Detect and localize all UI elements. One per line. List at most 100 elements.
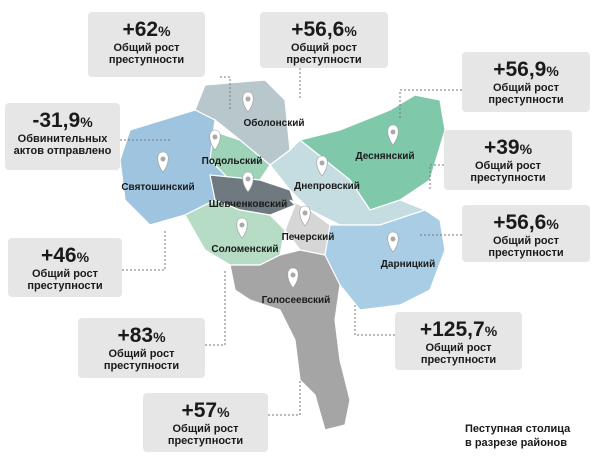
map-pin — [157, 151, 169, 173]
callout-value: +56,6% — [493, 211, 559, 234]
callout-box — [462, 52, 590, 112]
callout-unit: % — [485, 323, 498, 339]
map-pin-dot — [302, 210, 308, 216]
callout-value: +83% — [117, 324, 166, 347]
callout-number: +57 — [181, 399, 217, 422]
district-label: Днепровский — [294, 181, 360, 192]
district-label: Голосеевский — [262, 295, 331, 306]
leader-line — [205, 270, 226, 346]
map-pin — [387, 124, 399, 146]
map-pin — [209, 129, 221, 151]
callout-number: +83 — [117, 324, 153, 347]
callout-description: Общий рост — [425, 342, 492, 354]
callout-number: +56,6 — [493, 211, 546, 234]
callout-unit: % — [80, 114, 93, 130]
callout-value: +56,6% — [291, 18, 357, 41]
callout-number: +46 — [41, 244, 77, 267]
callout-description: преступности — [470, 172, 545, 184]
callout-value: +46% — [41, 244, 90, 267]
callout-box — [444, 130, 572, 190]
callout-value: +57% — [181, 399, 230, 422]
callout-description: Общий рост — [172, 423, 239, 435]
map-pin-dot — [319, 160, 325, 166]
district-solomyansky — [184, 199, 286, 266]
callout-unit: % — [153, 329, 166, 345]
callout-box — [395, 312, 522, 370]
callout-description: Общий рост — [475, 160, 542, 172]
map-pin-dot — [290, 272, 296, 278]
callout-description: Общий рост — [493, 235, 560, 247]
leader-lines — [120, 68, 462, 416]
district-label: Оболонский — [243, 117, 304, 129]
city-map — [119, 79, 446, 431]
map-pin-dot — [245, 176, 251, 182]
callout-box — [143, 393, 268, 452]
leader-line — [399, 89, 462, 120]
map-pin — [236, 217, 248, 239]
district-label: Печерский — [282, 232, 335, 243]
callout-unit: % — [217, 404, 230, 420]
callout-unit: % — [77, 249, 90, 265]
map-pin-dot — [160, 156, 166, 162]
callout-description: Обвинительных — [18, 133, 109, 145]
callout-value: +39% — [484, 136, 533, 159]
callout-number: +62 — [122, 18, 158, 41]
callout-unit: % — [344, 23, 357, 39]
pins — [157, 91, 399, 289]
leader-line — [354, 305, 395, 336]
callout-description: преступности — [421, 354, 496, 366]
callout-value: -31,9% — [32, 109, 93, 132]
callout-number: -31,9 — [32, 109, 80, 132]
district-label: Святошинский — [121, 182, 194, 193]
callout-description: Общий рост — [493, 82, 560, 94]
callout-description: Общий рост — [32, 268, 99, 280]
callout-value: +125,7% — [420, 318, 498, 341]
map-pin — [316, 155, 328, 177]
map-pin-dot — [212, 134, 218, 140]
caption-line: в разрезе районов — [465, 437, 567, 449]
callout-description: преступности — [286, 54, 361, 66]
district-label: Подольский — [202, 156, 263, 167]
caption-line: Пеступная столица — [465, 423, 571, 435]
district-labels: Оболонский Подольский Святошинский Деснянск… — [121, 117, 435, 306]
map-pin-dot — [390, 236, 396, 242]
callout-description: преступности — [168, 435, 243, 447]
callout-description: преступности — [27, 280, 102, 292]
district-label: Соломенский — [211, 244, 278, 255]
map-pin — [387, 231, 399, 253]
callout-number: +125,7 — [420, 318, 485, 341]
callout-unit: % — [546, 216, 559, 232]
callout-box — [88, 12, 205, 77]
callout-description: преступности — [488, 94, 563, 106]
leader-line — [429, 164, 444, 190]
map-pin-dot — [245, 96, 251, 102]
district-label: Дарницкий — [381, 259, 435, 270]
map-pin-dot — [390, 129, 396, 135]
district-label: Шевченковский — [209, 199, 288, 210]
callout-description: преступности — [488, 247, 563, 259]
callout-unit: % — [520, 141, 533, 157]
map-pin — [242, 171, 254, 193]
callout-description: Общий рост — [291, 42, 358, 54]
callout-box — [260, 12, 388, 68]
map-pin — [242, 91, 254, 113]
callout-unit: % — [546, 63, 559, 79]
leader-line — [220, 76, 231, 110]
callout-box — [462, 205, 590, 262]
callout-unit: % — [158, 23, 171, 39]
callout-value: +62% — [122, 18, 171, 41]
map-pin — [287, 267, 299, 289]
callout-number: +39 — [484, 136, 520, 159]
